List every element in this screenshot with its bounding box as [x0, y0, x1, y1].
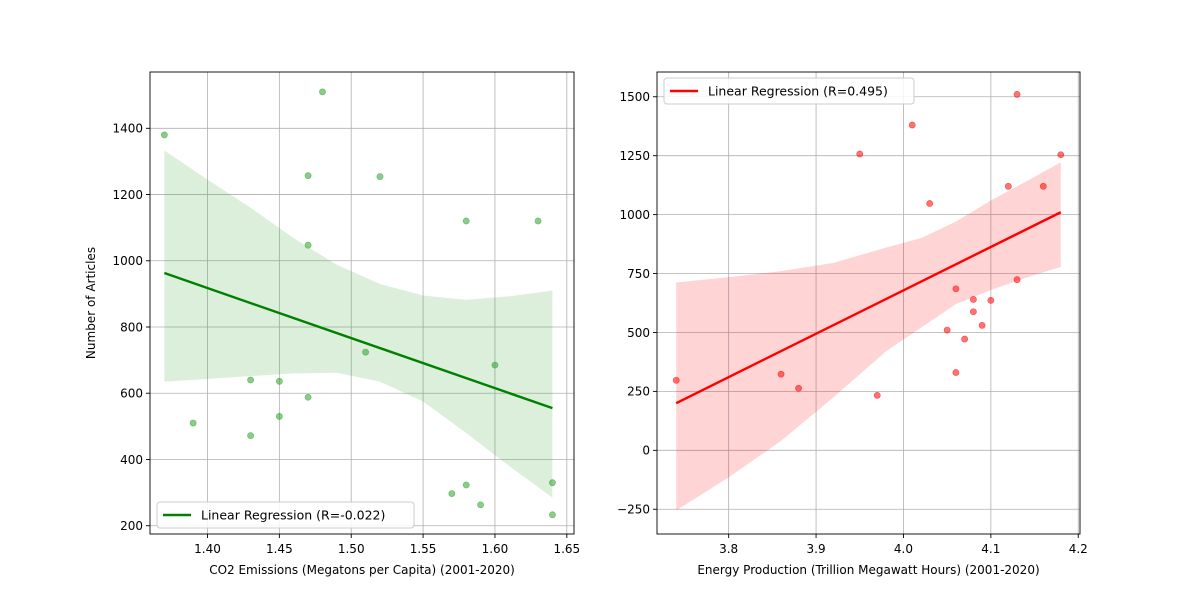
data-point: [362, 348, 369, 356]
legend-label: Linear Regression (R=0.495): [708, 84, 888, 99]
data-point: [1013, 276, 1021, 284]
confidence-band: [676, 162, 1061, 511]
data-point: [376, 173, 384, 181]
confidence-band: [164, 150, 553, 498]
data-point: [275, 413, 283, 420]
data-point: [247, 432, 255, 440]
data-point: [491, 361, 499, 369]
y-tick-label: 250: [627, 385, 650, 399]
regression-line: [163, 271, 553, 410]
legend: Linear Regression (R=0.495): [663, 77, 915, 105]
data-point: [969, 296, 977, 303]
energy-production-panel: 3.8 3.9 4.0 4.1 4.2 −250 0 250 500 750 1000 1250 150…: [617, 71, 1088, 577]
data-point: [943, 326, 951, 334]
data-point: [304, 241, 312, 249]
x-tick-label: 4.0: [894, 542, 913, 556]
data-point: [795, 384, 802, 392]
legend-label: Linear Regression (R=-0.022): [201, 508, 385, 523]
data-point: [961, 335, 969, 343]
data-point: [1004, 182, 1012, 190]
co2-emissions-panel: 1.40 1.45 1.50 1.55 1.60 1.65 200 400 600 800 1000…: [84, 71, 580, 577]
data-point: [926, 200, 934, 207]
x-tick-label: 3.9: [807, 542, 826, 556]
x-tick-label: 1.55: [410, 542, 437, 556]
plot-frame: [656, 71, 1081, 535]
y-tick-label: 1000: [619, 208, 650, 222]
x-tick-label: 1.60: [482, 542, 509, 556]
y-tick-label: 1400: [112, 122, 143, 136]
y-tick-label: 200: [120, 519, 143, 533]
data-point: [952, 369, 960, 376]
y-tick-label: 1500: [619, 90, 650, 104]
data-point: [462, 481, 470, 489]
data-point: [304, 172, 312, 180]
data-point: [987, 297, 995, 304]
data-point: [549, 479, 556, 487]
x-tick-label: 1.50: [338, 542, 365, 556]
plot-frame: [149, 71, 575, 535]
data-point: [952, 285, 960, 293]
x-tick-label: 3.8: [719, 542, 738, 556]
regression-line: [675, 211, 1062, 405]
y-tick-label: 400: [120, 453, 143, 467]
data-point: [978, 321, 986, 329]
x-tick-label: 4.2: [1069, 542, 1088, 556]
y-tick-label: 600: [120, 387, 143, 401]
x-axis-label: CO2 Emissions (Megatons per Capita) (200…: [209, 563, 515, 577]
y-tick-label: 800: [120, 320, 143, 334]
x-tick-label: 1.40: [194, 542, 221, 556]
x-tick-label: 1.65: [553, 542, 580, 556]
y-tick-label: 750: [627, 267, 650, 281]
data-point: [1039, 182, 1047, 190]
data-point: [448, 490, 456, 497]
legend: Linear Regression (R=-0.022): [156, 501, 415, 529]
data-point: [908, 121, 916, 129]
y-tick-label: 1200: [112, 188, 143, 202]
data-point: [477, 501, 484, 509]
x-axis-label: Energy Production (Trillion Megawatt Hou…: [697, 563, 1039, 577]
y-tick-label: 500: [627, 326, 650, 340]
data-point: [462, 217, 470, 225]
y-tick-label: 1250: [619, 149, 650, 163]
data-point: [275, 377, 283, 385]
data-point: [969, 308, 977, 316]
data-point: [873, 391, 881, 399]
data-point: [549, 511, 556, 519]
legend-box: [663, 77, 915, 105]
data-point: [1013, 90, 1021, 98]
data-point: [247, 376, 255, 384]
y-tick-label: −250: [617, 503, 650, 517]
data-point: [1057, 151, 1065, 159]
data-point: [304, 393, 312, 401]
data-point: [160, 131, 168, 139]
data-point: [319, 88, 326, 96]
y-axis-label: Number of Articles: [84, 247, 98, 359]
y-tick-label: 0: [642, 444, 650, 458]
y-tick-label: 1000: [112, 254, 143, 268]
x-tick-label: 4.1: [981, 542, 1000, 556]
data-point: [777, 370, 785, 378]
data-point: [672, 376, 680, 384]
data-point: [856, 150, 864, 158]
data-point: [534, 217, 542, 225]
x-tick-label: 1.45: [266, 542, 293, 556]
data-point: [189, 419, 197, 427]
legend-box: [156, 501, 415, 529]
